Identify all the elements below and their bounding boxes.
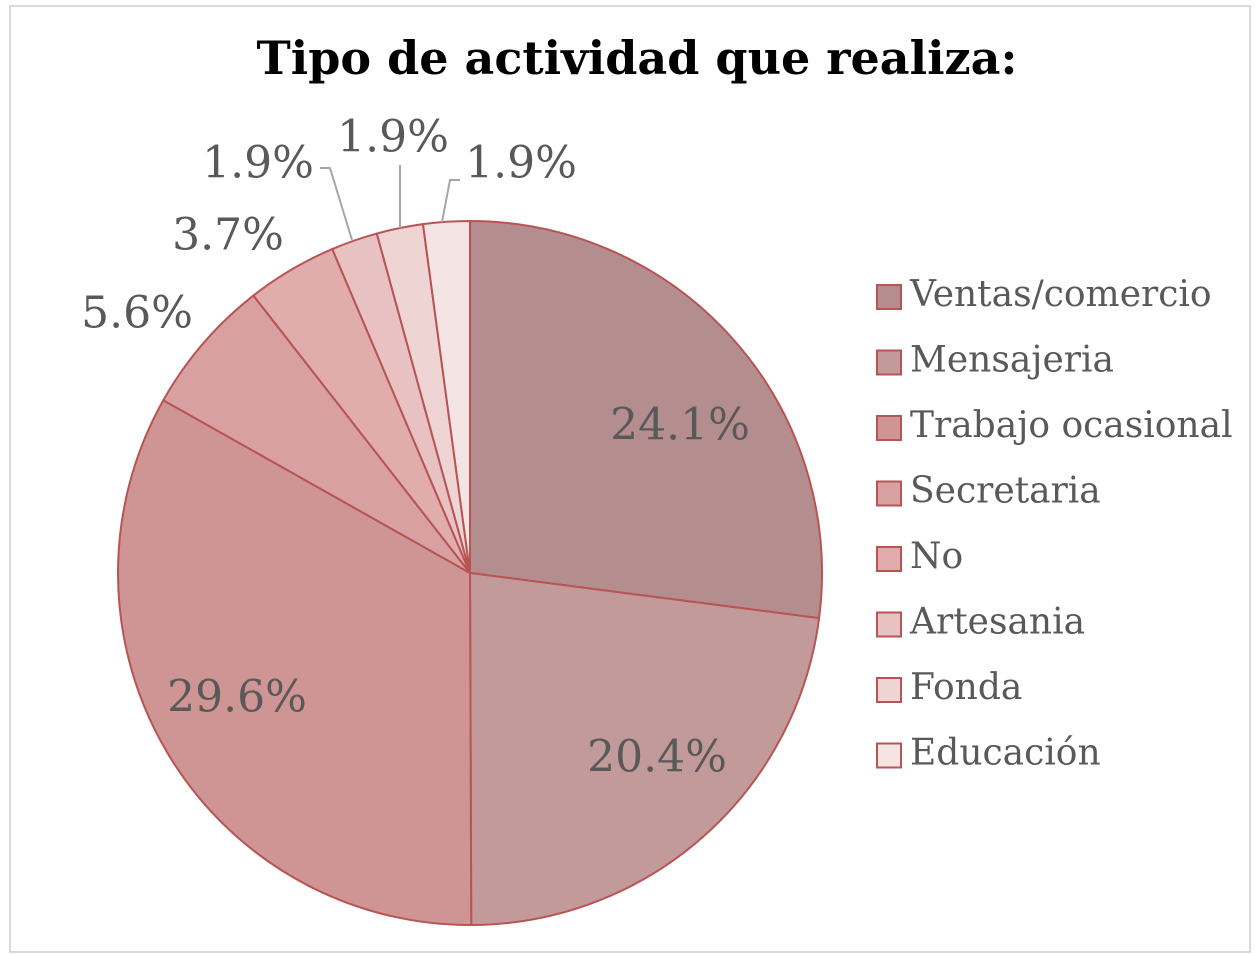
pie-slice — [161, 294, 471, 574]
legend-swatch — [876, 480, 902, 507]
value-label: 24.1% — [610, 400, 750, 451]
legend-label: Secretaria — [910, 471, 1101, 512]
pie-slice — [117, 398, 473, 926]
value-label: 1.9% — [337, 112, 449, 163]
leader-line — [320, 167, 353, 241]
value-label: 20.4% — [587, 732, 727, 783]
legend-label: Artesania — [909, 602, 1085, 643]
legend-swatch — [876, 742, 902, 769]
legend-label: Trabajo ocasional — [910, 405, 1233, 446]
chart-title: Tipo de actividad que realiza: — [257, 31, 1018, 85]
legend-label: Educación — [910, 733, 1101, 774]
legend-swatch — [876, 611, 902, 638]
legend-swatch — [876, 349, 902, 376]
legend-swatch — [876, 415, 902, 441]
legend-swatch — [876, 546, 902, 572]
value-label: 1.9% — [202, 138, 314, 189]
pie-slice — [468, 571, 821, 927]
pie-slice — [469, 219, 823, 620]
value-label: 1.9% — [465, 138, 577, 189]
legend-label: Mensajeria — [910, 340, 1114, 381]
pie-slice — [421, 219, 471, 574]
legend-swatch — [876, 677, 902, 703]
legend-swatch — [876, 284, 902, 310]
legend-label: No — [910, 536, 963, 577]
value-label: 5.6% — [81, 288, 193, 339]
value-label: 3.7% — [172, 210, 284, 261]
legend-label: Ventas/comercio — [909, 274, 1212, 315]
legend-label: Fonda — [910, 667, 1022, 708]
leader-line — [441, 179, 460, 223]
value-label: 29.6% — [167, 672, 307, 723]
